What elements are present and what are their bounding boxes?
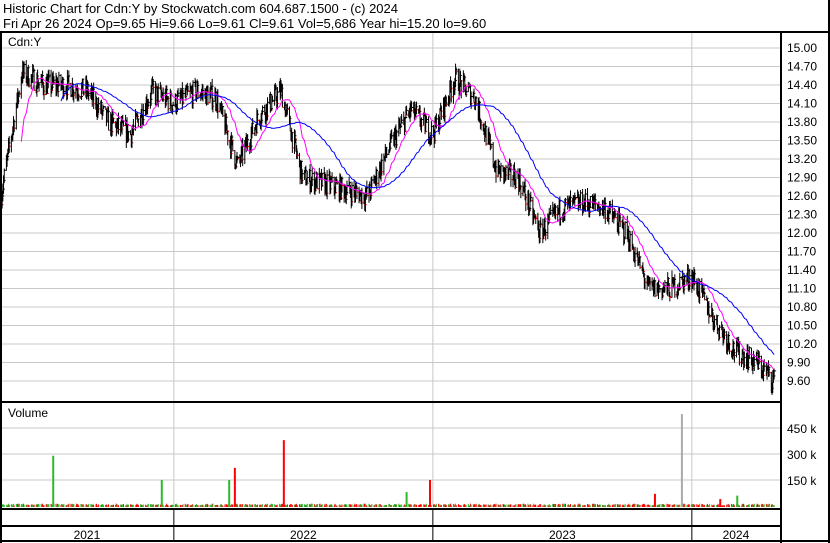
year-label: 2022	[290, 528, 317, 542]
volume-spike-bar	[52, 455, 55, 507]
volume-spike-bar	[228, 480, 231, 507]
price-tick-label: 13.50	[787, 134, 817, 148]
price-tick-label: 14.40	[787, 78, 817, 92]
volume-spike-bar	[282, 440, 285, 507]
chart-title: Historic Chart for Cdn:Y by Stockwatch.c…	[3, 1, 399, 16]
volume-spike-bar	[233, 467, 236, 507]
price-tick-label: 12.00	[787, 226, 817, 240]
price-tick-label: 9.90	[787, 356, 811, 370]
volume-spike-bar	[719, 499, 722, 507]
price-tick-label: 11.70	[787, 245, 816, 259]
price-tick-label: 12.90	[787, 171, 817, 185]
volume-spike-bar	[429, 480, 432, 507]
price-tick-label: 10.50	[787, 319, 817, 333]
price-tick-label: 12.30	[787, 208, 817, 222]
long-moving-average-line	[60, 83, 775, 355]
volume-spike-bar	[160, 480, 163, 507]
volume-label: Volume	[8, 406, 48, 420]
volume-tick-label: 150 k	[787, 474, 817, 488]
price-tick-label: 9.60	[787, 374, 811, 388]
price-tick-label: 13.20	[787, 152, 817, 166]
price-tick-label: 15.00	[787, 41, 817, 55]
volume-spike-bar	[653, 493, 656, 507]
price-tick-label: 14.70	[787, 60, 817, 74]
volume-tick-label: 450 k	[787, 422, 817, 436]
price-tick-label: 12.60	[787, 189, 817, 203]
symbol-label: Cdn:Y	[8, 35, 41, 49]
volume-spike-bar	[680, 414, 683, 507]
price-tick-label: 10.20	[787, 337, 817, 351]
year-label: 2021	[74, 528, 101, 542]
volume-tick-label: 300 k	[787, 448, 817, 462]
quote-line: Fri Apr 26 2024 Op=9.65 Hi=9.66 Lo=9.61 …	[3, 16, 487, 31]
short-moving-average-line	[20, 77, 775, 370]
price-tick-label: 14.10	[787, 97, 817, 111]
volume-spike-bar	[405, 492, 408, 507]
price-tick-label: 10.80	[787, 300, 817, 314]
volume-spike-bar	[736, 495, 739, 507]
year-label: 2024	[723, 528, 750, 542]
price-tick-label: 13.80	[787, 115, 817, 129]
year-label: 2023	[549, 528, 576, 542]
price-tick-label: 11.40	[787, 263, 816, 277]
price-tick-label: 11.10	[787, 282, 816, 296]
